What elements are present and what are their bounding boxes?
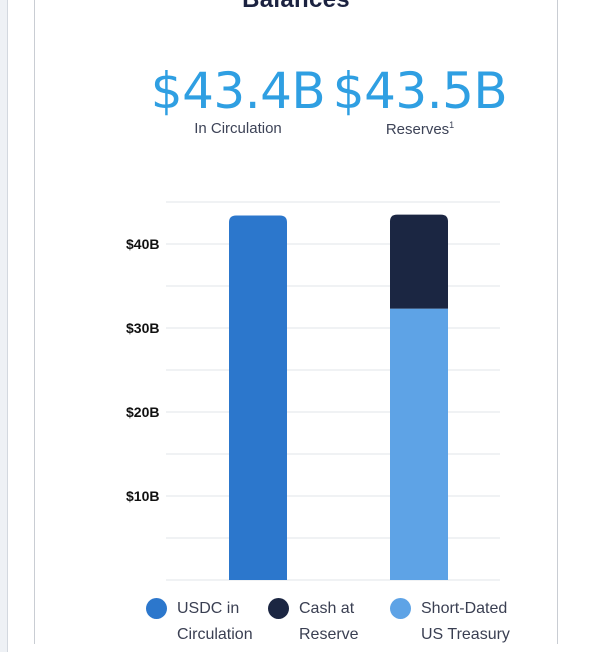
- circulation-metric: $43.4B In Circulation: [130, 66, 346, 137]
- bar-cash-at-reserve: [390, 214, 448, 309]
- legend-item-treasury: Short-Dated US Treasury: [390, 596, 521, 648]
- reserves-label: Reserves: [385, 121, 450, 138]
- reserves-footnote: 1: [449, 120, 455, 130]
- y-tick-label: $40B: [126, 236, 159, 252]
- circulation-label: In Circulation: [194, 120, 282, 137]
- legend-label-usdc: USDC in Circulation: [177, 600, 253, 643]
- y-tick-label: $20B: [126, 404, 159, 420]
- bar-usdc-in-circulation: [229, 215, 287, 580]
- reserves-metric: $43.5B Reserves1: [312, 66, 528, 138]
- legend-label-treasury: Short-Dated US Treasury: [421, 600, 510, 643]
- y-tick-label: $30B: [126, 320, 159, 336]
- legend-item-usdc: USDC in Circulation: [146, 596, 277, 648]
- card-title: Balances: [35, 0, 557, 14]
- y-tick-label: $10B: [126, 488, 159, 504]
- reserves-label-wrap: Reserves1: [312, 120, 528, 138]
- balances-card: Balances: [34, 0, 558, 644]
- legend-dot-usdc: [146, 598, 167, 619]
- legend-item-cash: Cash at Reserve: [268, 596, 399, 648]
- outer-page-edge: [0, 0, 8, 652]
- reserves-value: $43.5B: [332, 62, 508, 120]
- legend-dot-cash: [268, 598, 289, 619]
- legend-dot-treasury: [390, 598, 411, 619]
- bar-short-dated-us-treasury: [390, 308, 448, 580]
- circulation-value: $43.4B: [150, 62, 326, 120]
- legend-label-cash: Cash at Reserve: [299, 600, 359, 643]
